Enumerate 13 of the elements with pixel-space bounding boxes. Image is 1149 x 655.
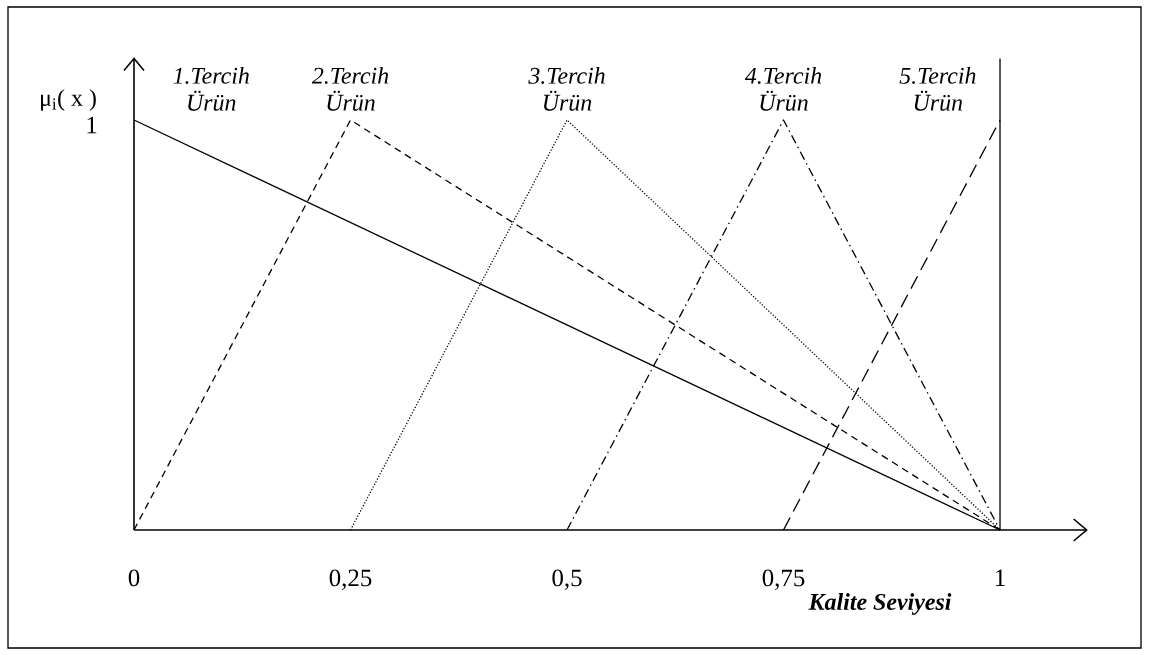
- series-label: 1.Tercih Ürün: [173, 67, 249, 111]
- x-tick-label: 1: [995, 569, 1005, 586]
- series-label: 4.Tercih Ürün: [744, 67, 822, 111]
- x-tick-label: 0,25: [329, 569, 372, 590]
- series-label: 5.Tercih Ürün: [899, 67, 976, 111]
- series-label: 3.Tercih Ürün: [528, 67, 605, 111]
- x-tick-label: 0,5: [552, 569, 582, 590]
- series-label: 2.Tercih Ürün: [311, 67, 389, 111]
- x-tick-label: 0: [128, 569, 140, 587]
- y-axis-title: μ$_{i}$( x ): [41, 89, 96, 111]
- annotation: 1: [87, 116, 97, 134]
- x-axis-title: Kalite Seviyesi: [808, 593, 952, 615]
- x-tick-label: 0,75: [762, 569, 805, 590]
